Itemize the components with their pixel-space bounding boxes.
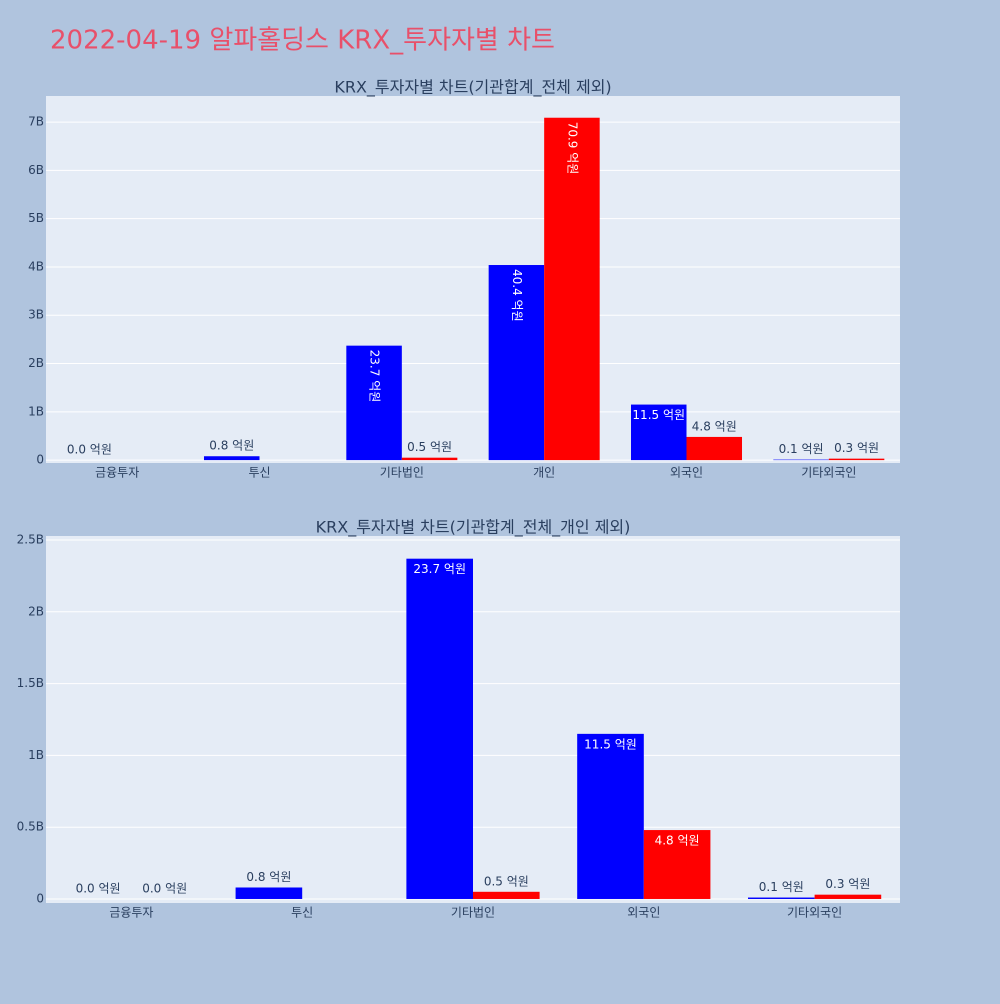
bar xyxy=(577,734,644,899)
chart-title: KRX_투자자별 차트(기관합계_전체_개인 제외) xyxy=(316,518,631,538)
value-label: 40.4 억원 xyxy=(510,269,524,322)
x-tick-label: 개인 xyxy=(533,466,555,480)
x-tick-label: 기타법인 xyxy=(451,906,495,920)
x-tick-label: 투신 xyxy=(248,466,270,480)
value-label: 0.0 억원 xyxy=(76,881,121,895)
value-label: 0.0 억원 xyxy=(142,881,187,895)
x-tick-label: 금융투자 xyxy=(109,906,153,920)
value-label: 0.5 억원 xyxy=(407,440,452,454)
y-tick-label: 0.5B xyxy=(17,820,44,834)
plot-area xyxy=(46,96,900,463)
value-label: 0.0 억원 xyxy=(67,443,112,457)
y-tick-label: 1B xyxy=(28,748,44,762)
y-tick-label: 1.5B xyxy=(17,676,44,690)
y-tick-label: 3B xyxy=(28,308,44,322)
value-label: 23.7 억원 xyxy=(413,562,466,576)
value-label: 11.5 억원 xyxy=(584,737,637,751)
value-label: 0.1 억원 xyxy=(759,880,804,894)
x-tick-label: 기타외국인 xyxy=(787,906,842,920)
y-tick-label: 2B xyxy=(28,356,44,370)
chart-title: KRX_투자자별 차트(기관합계_전체 제외) xyxy=(334,78,611,98)
value-label: 4.8 억원 xyxy=(655,834,700,848)
page-title: 2022-04-19 알파홀딩스 KRX_투자자별 차트 xyxy=(50,26,555,56)
value-label: 0.3 억원 xyxy=(825,877,870,891)
bar xyxy=(815,895,882,899)
value-label: 70.9 억원 xyxy=(565,122,579,175)
y-tick-label: 1B xyxy=(28,404,44,418)
x-tick-label: 기타법인 xyxy=(380,466,424,480)
bar xyxy=(748,898,815,899)
bar xyxy=(406,559,473,899)
bar xyxy=(402,458,458,460)
value-label: 11.5 억원 xyxy=(632,408,685,422)
x-tick-label: 외국인 xyxy=(670,466,703,480)
x-tick-label: 금융투자 xyxy=(95,466,139,480)
value-label: 0.1 억원 xyxy=(779,442,824,456)
bar xyxy=(204,456,260,460)
y-tick-label: 6B xyxy=(28,163,44,177)
bar xyxy=(236,887,303,898)
value-label: 0.3 억원 xyxy=(834,441,879,455)
value-label: 0.5 억원 xyxy=(484,874,529,888)
y-tick-label: 7B xyxy=(28,115,44,129)
x-tick-label: 기타외국인 xyxy=(801,466,856,480)
y-tick-label: 0 xyxy=(36,891,44,905)
value-label: 0.8 억원 xyxy=(246,870,291,884)
y-tick-label: 0 xyxy=(36,453,44,467)
y-tick-label: 5B xyxy=(28,211,44,225)
value-label: 0.8 억원 xyxy=(209,439,254,453)
x-tick-label: 외국인 xyxy=(627,906,660,920)
bar xyxy=(829,459,885,460)
value-label: 4.8 억원 xyxy=(692,419,737,433)
y-tick-label: 4B xyxy=(28,259,44,273)
y-tick-label: 2.5B xyxy=(17,533,44,547)
value-label: 23.7 억원 xyxy=(368,350,382,403)
x-tick-label: 투신 xyxy=(291,906,313,920)
bar xyxy=(687,437,743,460)
y-tick-label: 2B xyxy=(28,604,44,618)
bar xyxy=(473,892,540,899)
